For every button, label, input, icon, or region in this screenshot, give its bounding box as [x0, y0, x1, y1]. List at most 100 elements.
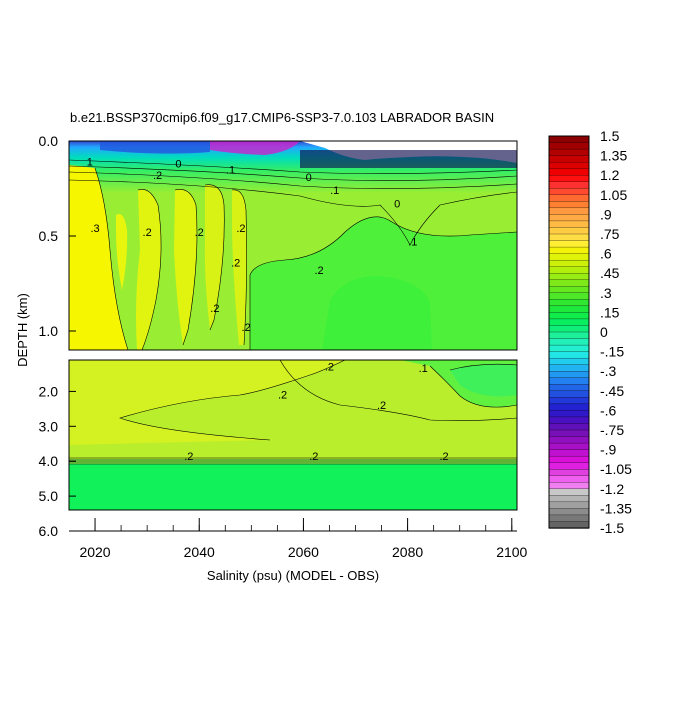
contour-label: .2	[153, 170, 162, 182]
colorbar-swatch	[548, 220, 590, 229]
contour-label: .2	[314, 265, 323, 277]
colorbar-swatch	[548, 194, 590, 202]
colorbar	[548, 135, 590, 529]
y-tick-label: 3.0	[39, 418, 59, 434]
colorbar-swatch	[548, 371, 590, 379]
colorbar-labels: 1.5 1.35 1.2 1.05 .9 .75 .6 .45 .3 .15 0 -.15 -.3 -.4…	[600, 128, 632, 536]
colorbar-swatch	[548, 135, 590, 144]
x-ticks: 2020 2040 2060 2080 2100	[79, 518, 528, 560]
contour-label: .2	[325, 361, 334, 373]
colorbar-swatch	[548, 331, 590, 340]
colorbar-label: 1.5	[600, 128, 620, 144]
y-tick-label: 4.0	[39, 453, 59, 469]
colorbar-label: 1.2	[600, 167, 620, 183]
colorbar-label: -1.05	[600, 461, 632, 477]
colorbar-swatch	[548, 273, 590, 281]
colorbar-label: -.6	[600, 402, 617, 418]
colorbar-swatch	[548, 207, 590, 216]
colorbar-label: .75	[600, 226, 620, 242]
colorbar-swatch	[548, 155, 590, 163]
colorbar-swatch	[548, 266, 590, 274]
colorbar-swatch	[548, 286, 590, 294]
colorbar-swatch	[548, 305, 590, 314]
x-axis-label: Salinity (psu) (MODEL - OBS)	[207, 568, 379, 583]
y-axis-label: DEPTH (km)	[15, 293, 30, 367]
colorbar-swatch	[548, 161, 590, 170]
upper-yellow-region-4	[204, 184, 225, 330]
colorbar-swatch	[548, 357, 590, 366]
colorbar-swatch	[548, 188, 590, 196]
y-tick-label: 0.0	[39, 133, 59, 149]
colorbar-label: -1.2	[600, 481, 624, 497]
colorbar-swatch	[548, 488, 590, 496]
colorbar-swatch	[548, 325, 590, 333]
colorbar-swatch	[548, 201, 590, 209]
lower-bottom-green	[69, 464, 517, 510]
colorbar-swatch	[548, 416, 590, 425]
colorbar-frame	[548, 135, 590, 529]
colorbar-swatch	[548, 227, 590, 235]
colorbar-swatch	[548, 495, 590, 503]
colorbar-swatch	[548, 436, 590, 444]
contour-label: .2	[377, 400, 386, 412]
colorbar-swatch	[548, 384, 590, 392]
contour-label: 0	[306, 172, 312, 184]
colorbar-swatch	[548, 364, 590, 372]
contour-label: .2	[210, 303, 219, 315]
colorbar-swatch	[548, 390, 590, 398]
colorbar-label: -.3	[600, 363, 617, 379]
colorbar-label: -.15	[600, 344, 624, 360]
colorbar-label: .45	[600, 265, 620, 281]
upper-green-region-2	[322, 275, 432, 350]
colorbar-swatch	[548, 181, 590, 189]
y-tick-label: 6.0	[39, 523, 59, 539]
contour-label: .2	[309, 451, 318, 463]
colorbar-swatch	[548, 351, 590, 359]
contour-label: .2	[278, 389, 287, 401]
colorbar-swatch	[548, 469, 590, 477]
chart-title: b.e21.BSSP370cmip6.f09_g17.CMIP6-SSP3-7.…	[70, 110, 494, 125]
lower-contours	[69, 360, 517, 465]
contour-label: .1	[330, 185, 339, 197]
lower-panel	[69, 360, 517, 510]
colorbar-swatch	[548, 423, 590, 431]
colorbar-label: -.75	[600, 422, 624, 438]
x-tick-label: 2100	[496, 544, 527, 560]
contour-label: .2	[242, 322, 251, 334]
contour-label: .2	[195, 227, 204, 239]
colorbar-swatch	[548, 475, 590, 483]
lower-green-region-2	[450, 364, 517, 397]
upper-blue-patch	[100, 141, 210, 154]
colorbar-swatch	[548, 312, 590, 320]
contour-label: .2	[439, 451, 448, 463]
colorbar-swatch	[548, 259, 590, 268]
colorbar-swatch	[548, 442, 590, 451]
upper-contours	[69, 159, 517, 350]
colorbar-swatch	[548, 449, 590, 457]
colorbar-swatch	[548, 377, 590, 385]
lower-thin-band	[69, 459, 517, 464]
colorbar-swatch	[548, 240, 590, 248]
colorbar-label: -.9	[600, 442, 617, 458]
y-tick-label: 0.5	[39, 228, 59, 244]
upper-dark-band	[300, 150, 517, 168]
colorbar-label: -1.5	[600, 520, 624, 536]
upper-yellow-region-6	[116, 214, 128, 290]
colorbar-swatch	[548, 253, 590, 261]
colorbar-swatch	[548, 279, 590, 287]
colorbar-swatch	[548, 214, 590, 222]
colorbar-swatch	[548, 168, 590, 176]
colorbar-label: .3	[600, 285, 612, 301]
colorbar-label: 0	[600, 324, 608, 340]
contour-label: .2	[236, 223, 245, 235]
colorbar-swatch	[548, 455, 590, 464]
contour-label: .1	[408, 237, 417, 249]
upper-magenta-patch	[210, 141, 300, 155]
colorbar-swatch	[548, 318, 590, 327]
colorbar-label: .9	[600, 206, 612, 222]
colorbar-swatch	[548, 410, 590, 418]
colorbar-swatch	[548, 403, 590, 412]
lower-frame	[68, 359, 518, 511]
colorbar-swatch	[548, 246, 590, 255]
